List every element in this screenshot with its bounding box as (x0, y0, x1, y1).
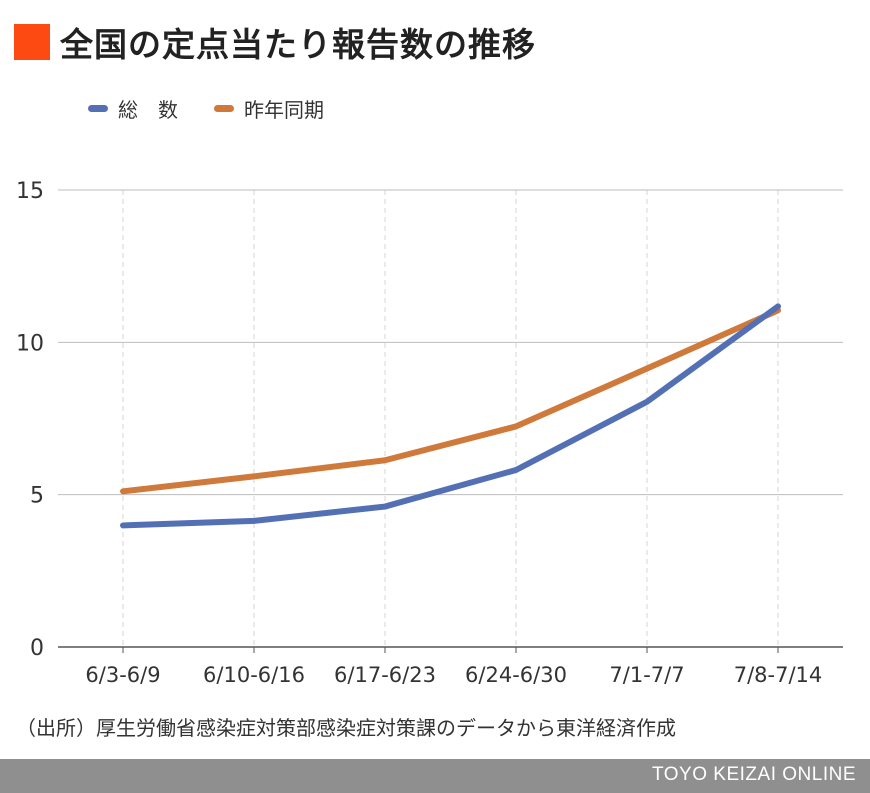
series-line-total (120, 303, 781, 529)
source-note: （出所）厚生労働省感染症対策部感染症対策課のデータから東洋経済作成 (16, 716, 676, 740)
x-tick-label: 6/10-6/16 (203, 663, 305, 687)
legend: 総 数 昨年同期 (88, 94, 360, 123)
x-tick-label: 7/8-7/14 (734, 663, 823, 687)
chart-title-block: 全国の定点当たり報告数の推移 (14, 22, 536, 64)
legend-item-total: 総 数 (88, 94, 178, 123)
title-square-icon (14, 24, 50, 60)
footer-brand: TOYO KEIZAI ONLINE (652, 764, 856, 785)
legend-label-total: 総 数 (118, 98, 178, 122)
y-tick-label: 0 (30, 636, 44, 661)
legend-swatch-total (88, 105, 108, 112)
legend-swatch-prev (214, 105, 234, 112)
footer-bar: TOYO KEIZAI ONLINE (0, 759, 870, 793)
legend-item-prev: 昨年同期 (214, 94, 324, 123)
x-tick-label: 7/1-7/7 (609, 663, 684, 687)
y-tick-label: 5 (30, 484, 44, 509)
y-tick-label: 10 (16, 331, 44, 356)
x-tick-label: 6/3-6/9 (85, 663, 160, 687)
x-tick-label: 6/24-6/30 (465, 663, 567, 687)
chart-title: 全国の定点当たり報告数の推移 (60, 25, 536, 64)
series-line-prev (120, 307, 781, 495)
x-tick-label: 6/17-6/23 (334, 663, 436, 687)
line-chart: 0 5 10 15 6/3-6/9 6/10-6/16 6/17-6/23 6/24-6/30… (16, 179, 843, 687)
legend-label-prev: 昨年同期 (244, 98, 324, 122)
y-tick-label: 15 (16, 179, 44, 204)
